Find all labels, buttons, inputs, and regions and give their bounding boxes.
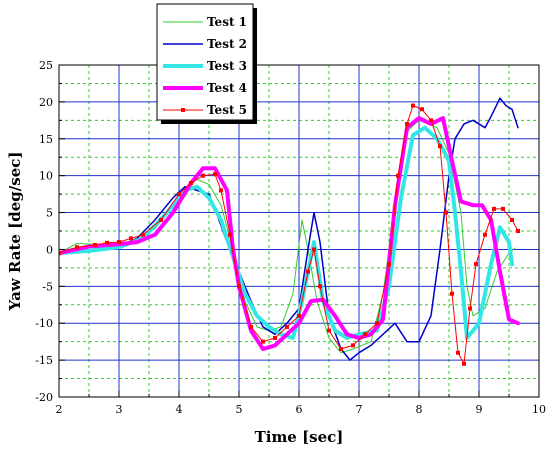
x-tick-labels: 2 3 4 5 6 7 8 9 10 — [56, 403, 547, 416]
data-point — [501, 206, 505, 211]
legend-label: Test 1 — [207, 15, 247, 29]
data-point — [261, 339, 265, 344]
data-point — [141, 232, 145, 237]
data-point — [429, 118, 433, 123]
legend-label: Test 5 — [207, 103, 247, 117]
y-tick-label: 10 — [39, 170, 53, 183]
data-point — [405, 122, 409, 127]
data-point — [285, 324, 289, 329]
legend-label: Test 2 — [207, 37, 247, 51]
series-5 — [59, 103, 520, 366]
data-point — [306, 269, 310, 274]
y-tick-labels: -20 -15 -10 -5 0 5 10 15 20 25 — [35, 59, 53, 404]
data-point — [318, 284, 322, 289]
data-point — [483, 232, 487, 237]
data-point — [129, 236, 133, 241]
data-point — [462, 361, 466, 366]
data-point — [237, 284, 241, 289]
series-line — [59, 125, 514, 340]
data-point — [411, 103, 415, 108]
data-point — [516, 229, 520, 233]
data-point — [474, 262, 478, 267]
data-point — [510, 217, 514, 222]
data-point — [351, 343, 355, 348]
data-point — [297, 313, 301, 318]
x-axis-title: Time [sec] — [255, 428, 344, 446]
data-point — [375, 321, 379, 326]
x-tick-label: 2 — [56, 403, 63, 416]
y-tick-label: 20 — [39, 96, 53, 109]
x-tick-label: 5 — [236, 403, 243, 416]
x-tick-label: 9 — [476, 403, 483, 416]
legend: Test 1 Test 2 Test 3 Test 4 Test 5 — [156, 3, 257, 124]
legend-item: Test 2 — [163, 37, 247, 51]
data-point — [327, 328, 331, 333]
data-point — [177, 192, 181, 197]
x-tick-label: 4 — [176, 403, 183, 416]
y-axis-title: Yaw Rate [deg/sec] — [6, 152, 24, 312]
legend-item: Test 1 — [163, 15, 247, 29]
data-point — [339, 347, 343, 352]
x-tick-label: 10 — [532, 403, 546, 416]
data-point — [219, 188, 223, 193]
data-point — [59, 251, 61, 256]
y-tick-label: 15 — [39, 133, 53, 146]
data-point — [228, 232, 232, 237]
data-point — [450, 291, 454, 296]
y-tick-label: -10 — [35, 317, 53, 330]
x-tick-label: 7 — [356, 403, 363, 416]
data-point — [468, 306, 472, 311]
data-point — [363, 332, 367, 337]
x-tick-label: 8 — [416, 403, 423, 416]
series-line — [59, 105, 519, 365]
legend-label: Test 4 — [207, 81, 247, 95]
legend-item: Test 3 — [163, 59, 247, 73]
data-point — [93, 243, 97, 248]
y-tick-label: 25 — [39, 59, 53, 72]
data-point — [189, 181, 193, 186]
data-point — [75, 245, 79, 250]
data-point — [117, 240, 121, 245]
axis-ticks — [58, 64, 540, 398]
data-point — [444, 210, 448, 215]
data-point — [159, 217, 163, 222]
data-point — [492, 206, 496, 211]
data-point — [249, 324, 253, 329]
y-tick-label: 5 — [46, 207, 53, 220]
y-tick-label: 0 — [46, 243, 53, 256]
data-point — [387, 262, 391, 267]
y-tick-label: -20 — [35, 391, 53, 404]
data-point — [312, 247, 316, 252]
legend-items: Test 1 Test 2 Test 3 Test 4 Test 5 — [163, 15, 247, 117]
legend-item: Test 5 — [163, 103, 247, 117]
x-tick-label: 6 — [296, 403, 303, 416]
y-tick-label: -5 — [42, 280, 53, 293]
data-point — [396, 173, 400, 178]
data-point — [201, 173, 205, 178]
legend-marker — [181, 108, 185, 112]
data-point — [456, 350, 460, 355]
data-point — [420, 107, 424, 112]
data-point — [438, 144, 442, 149]
legend-item: Test 4 — [163, 81, 247, 95]
data-point — [273, 335, 277, 340]
x-tick-label: 3 — [116, 403, 123, 416]
series-layer — [59, 97, 520, 366]
y-tick-label: -15 — [35, 354, 53, 367]
series-3 — [59, 125, 514, 340]
legend-label: Test 3 — [207, 59, 247, 73]
data-point — [213, 172, 217, 177]
legend-box — [156, 3, 254, 121]
data-point — [105, 240, 109, 245]
